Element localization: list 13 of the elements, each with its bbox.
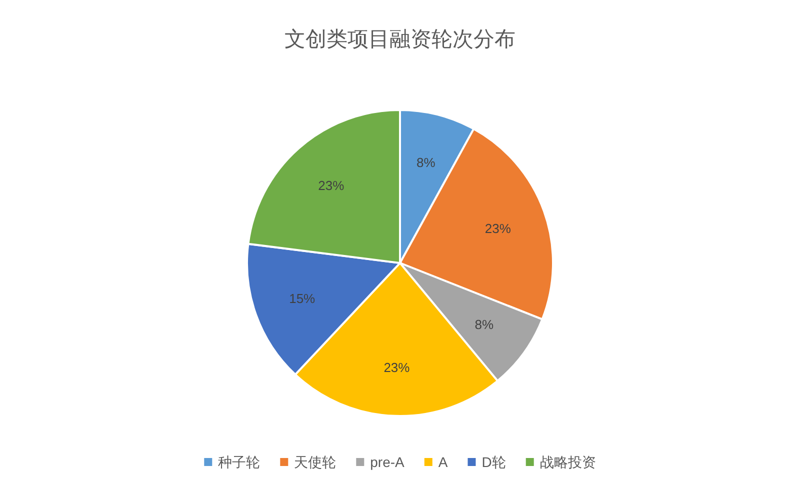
data-label: 8% bbox=[416, 155, 436, 170]
chart-title: 文创类项目融资轮次分布 bbox=[284, 28, 516, 51]
legend-label: D轮 bbox=[482, 454, 506, 470]
data-label: 15% bbox=[289, 291, 316, 306]
data-label: 23% bbox=[384, 360, 410, 375]
legend-label: A bbox=[438, 454, 448, 470]
legend-label: pre-A bbox=[370, 454, 406, 470]
data-label: 8% bbox=[474, 317, 494, 332]
data-label: 23% bbox=[484, 220, 512, 236]
legend-label: 战略投资 bbox=[540, 454, 596, 470]
legend-label: 天使轮 bbox=[294, 454, 336, 470]
data-label: 23% bbox=[318, 178, 345, 193]
legend-label: 种子轮 bbox=[218, 454, 260, 470]
